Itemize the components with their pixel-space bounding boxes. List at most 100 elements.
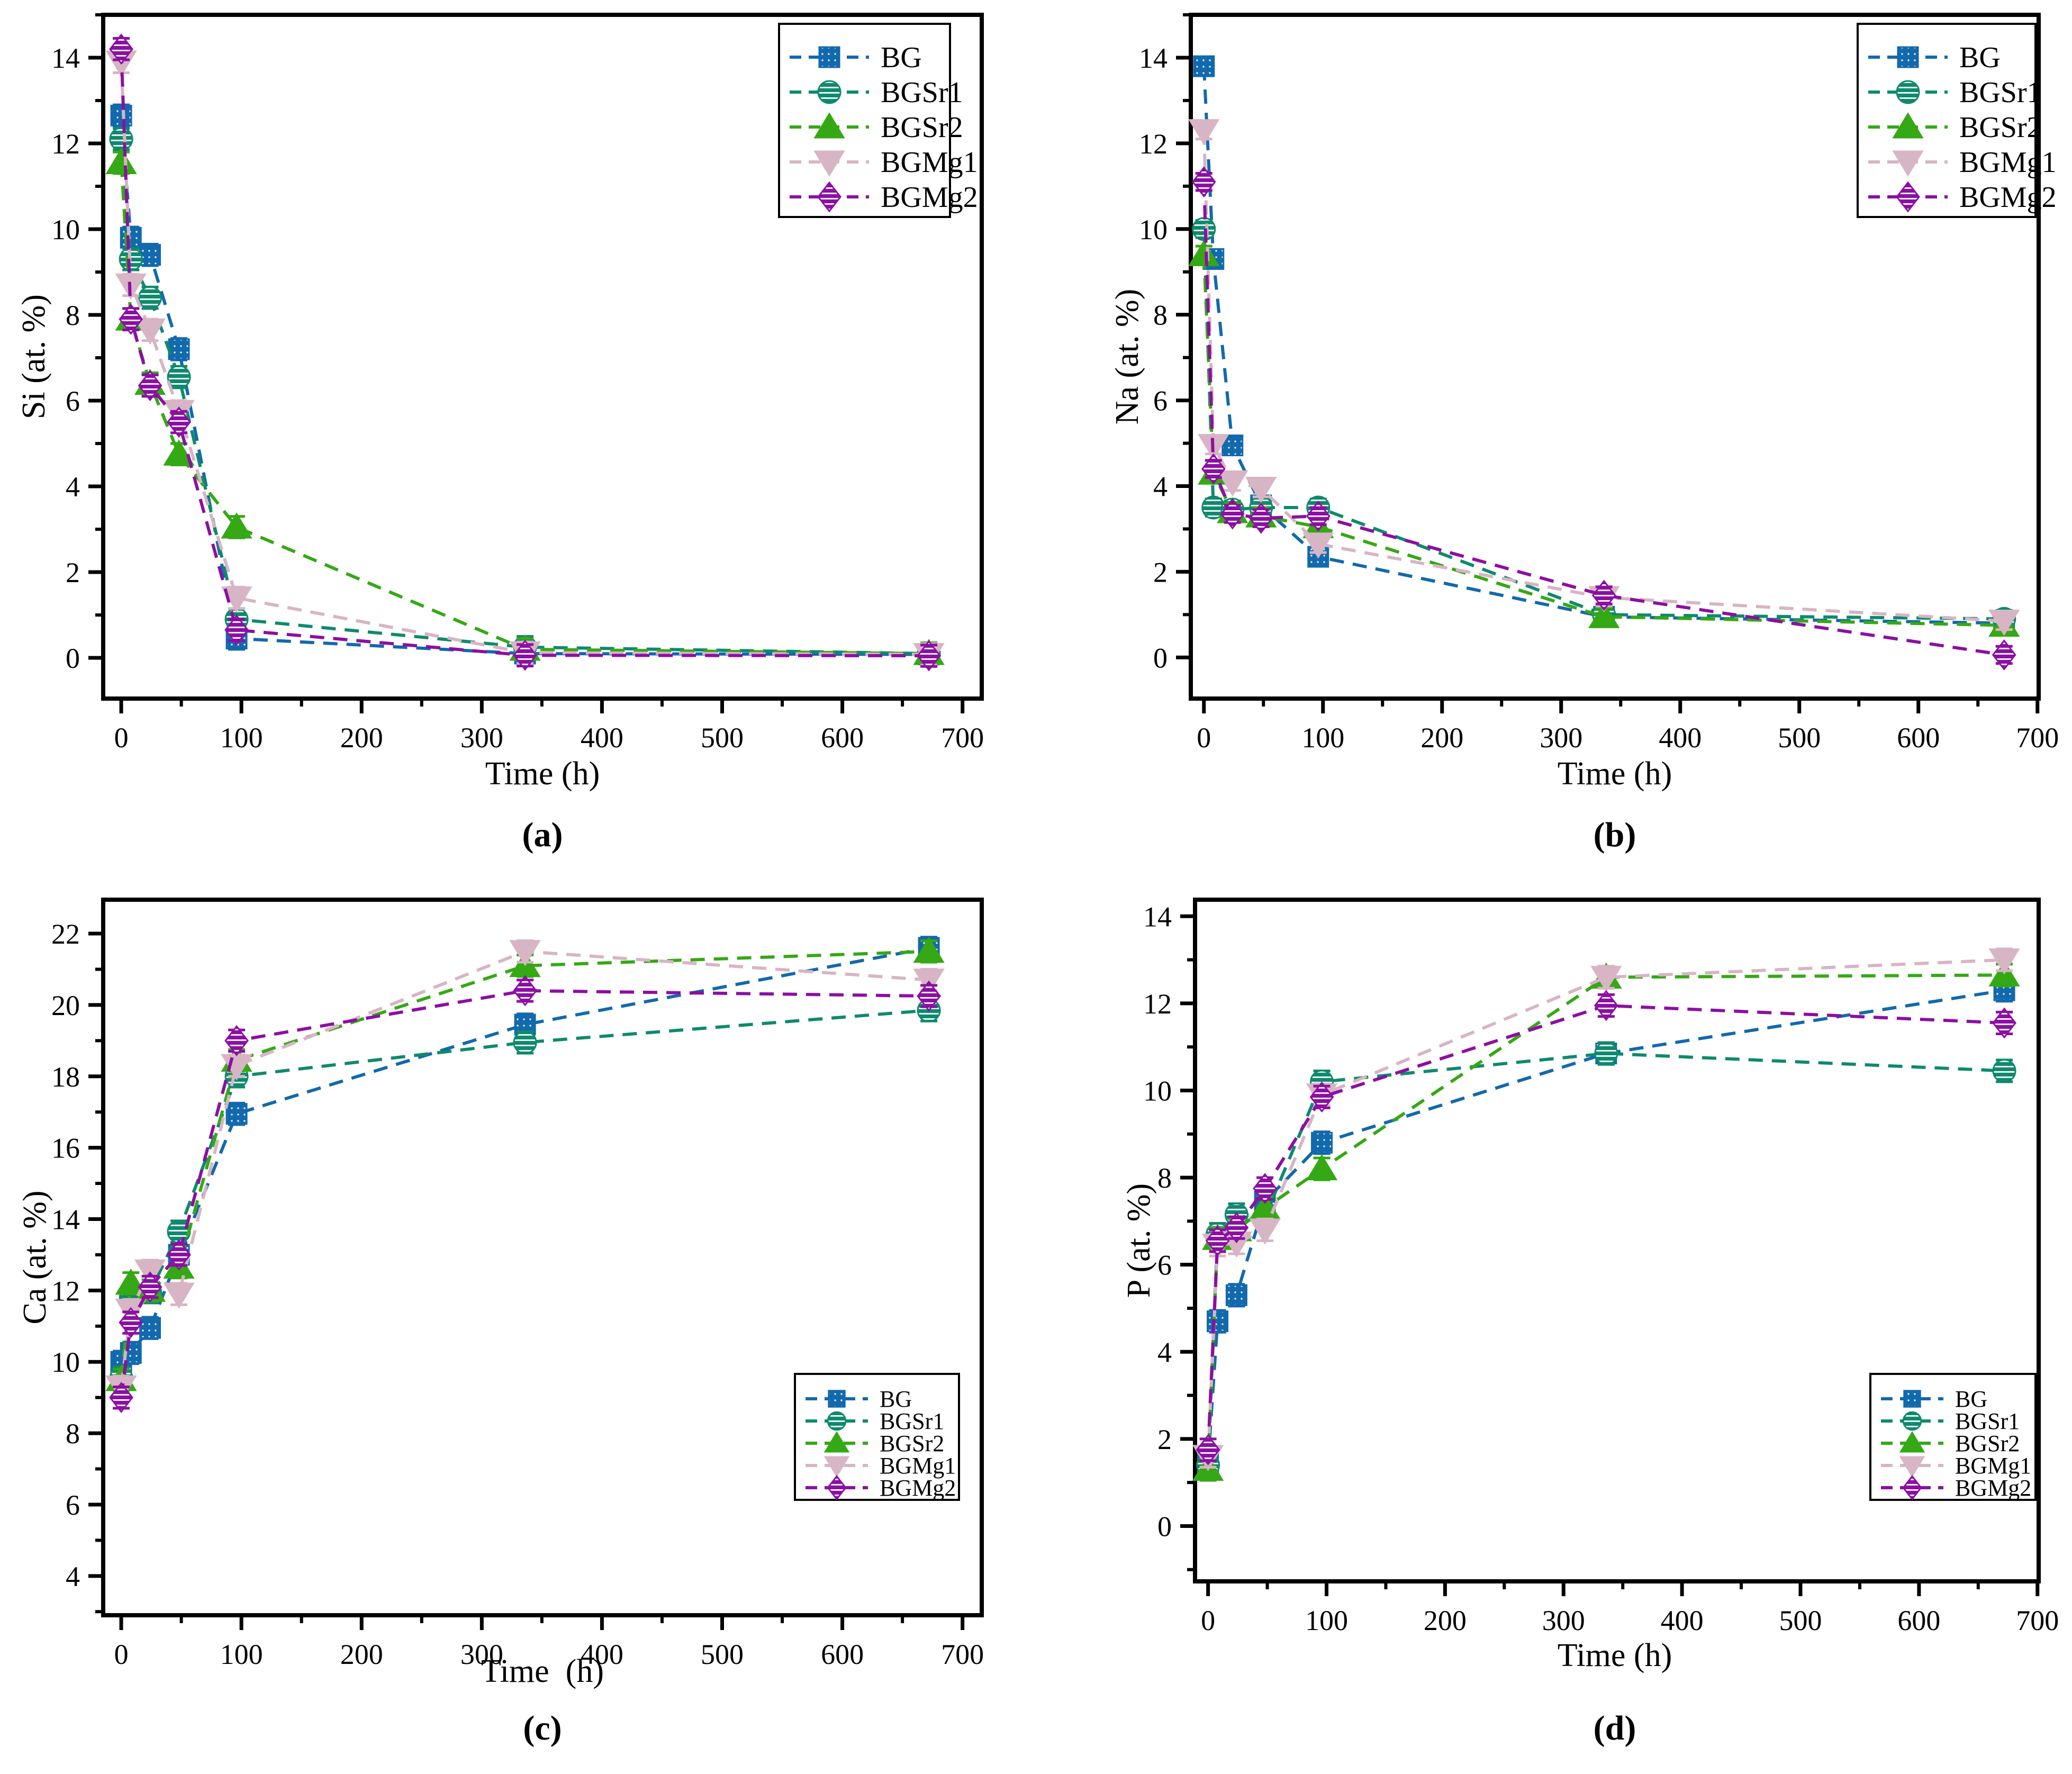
y-tick-label: 22 [51, 918, 80, 950]
marker-triangle-down [1988, 948, 2020, 975]
panel-b: 0 100 200 300 400 500 600 700 0 2 4 6 8 10 12 14 BGBGSr1… [1139, 13, 2059, 754]
marker-diamond [1196, 1434, 1220, 1465]
x-tick-label: 100 [1305, 1605, 1348, 1636]
marker-triangle-down [509, 940, 541, 966]
plot-frame [1193, 898, 2041, 1583]
legend-box [794, 1373, 960, 1501]
legend-label: BGSr2 [881, 111, 963, 144]
marker-diamond [167, 406, 191, 438]
marker-square [225, 1103, 248, 1125]
x-tick-label: 600 [821, 722, 864, 754]
marker-diamond [1205, 1225, 1230, 1256]
marker-diamond [1992, 1007, 2016, 1039]
x-tick-label: 600 [1897, 1605, 1940, 1636]
panel-letter-c: (c) [523, 1709, 562, 1748]
x-tick-label: 700 [2016, 1605, 2059, 1636]
y-tick-label: 12 [1143, 988, 1172, 1020]
marker-circle [109, 127, 133, 151]
y-tick-label: 6 [1157, 1250, 1172, 1281]
marker-triangle-down [134, 318, 166, 345]
marker-diamond [817, 181, 842, 213]
legend-label: BGMg1 [881, 146, 978, 179]
marker-diamond [1992, 639, 2016, 671]
marker-diamond [109, 33, 133, 65]
marker-diamond [1191, 166, 1216, 198]
marker-square [110, 104, 132, 126]
y-tick-label: 4 [1157, 1336, 1172, 1368]
series-BGSr1 [1192, 217, 2016, 631]
x-tick-label: 500 [701, 722, 744, 754]
legend-label: BGMg2 [1959, 181, 2057, 214]
panel-c: 0 100 200 300 400 500 600 700 4 6 8 10 12 14 16 18 20 22 B… [51, 898, 984, 1670]
marker-triangle-down [1302, 532, 1334, 559]
marker-triangle-down [1217, 470, 1248, 497]
marker-square [1225, 1284, 1247, 1306]
marker-triangle-up [1899, 1431, 1925, 1453]
legend-label: BGSr2 [1959, 111, 2042, 144]
x-tick-label: 300 [1540, 722, 1582, 754]
x-tick-label: 300 [460, 1639, 503, 1670]
marker-triangle-up [221, 512, 252, 539]
marker-circle [1896, 80, 1920, 104]
y-tick-label: 14 [1143, 901, 1172, 933]
marker-triangle-down [1590, 965, 1622, 992]
marker-square [139, 1317, 161, 1339]
series-BGMg2 [109, 33, 941, 672]
x-axis-title-b: Time (h) [1557, 756, 1672, 792]
x-tick-label: 0 [114, 1639, 129, 1670]
legend-item-BGSr2: BGSr2 [1868, 111, 2042, 144]
x-tick-label: 400 [581, 722, 623, 754]
x-tick-label: 0 [1197, 722, 1211, 754]
legend-label: BG [1959, 41, 2001, 74]
panel-d: 0 100 200 300 400 500 600 700 0 2 4 6 8 10 12 14 BGBGSr1… [1143, 898, 2059, 1636]
marker-triangle-up [913, 936, 945, 963]
marker-circle [1902, 1411, 1922, 1431]
legend-label: BGSr1 [1959, 76, 2042, 109]
marker-diamond [1594, 990, 1618, 1021]
marker-triangle-down [1249, 1218, 1281, 1245]
y-tick-label: 12 [1139, 128, 1168, 160]
x-tick-label: 300 [460, 722, 503, 754]
marker-square [1311, 1132, 1333, 1154]
x-tick-label: 500 [701, 1639, 744, 1670]
marker-diamond [513, 975, 537, 1007]
legend-label: BGSr2 [1955, 1431, 2020, 1456]
legend-label: BGSr2 [880, 1431, 944, 1456]
y-tick-label: 10 [1139, 214, 1168, 246]
x-tick-label: 700 [941, 722, 984, 754]
plot-frame [101, 13, 984, 701]
marker-triangle-down [1245, 477, 1277, 503]
x-axis-title-c: Time (h) [481, 1653, 604, 1689]
marker-diamond [119, 303, 143, 335]
y-tick-label: 10 [1143, 1075, 1172, 1107]
legend-item-BGMg1: BGMg1 [790, 146, 978, 179]
legend-item-BG: BG [1868, 41, 2001, 74]
x-tick-label: 200 [340, 722, 383, 754]
y-tick-label: 20 [51, 990, 80, 1021]
marker-triangle-up [1188, 240, 1220, 266]
legend-label: BGMg2 [880, 1475, 956, 1501]
y-tick-label: 4 [1153, 470, 1168, 502]
legend-label: BGSr1 [1955, 1408, 2020, 1434]
marker-triangle-up [163, 439, 195, 466]
legend-item-BG: BG [806, 1386, 912, 1412]
series-BGSr2 [1188, 240, 2020, 637]
marker-triangle-up [824, 1431, 850, 1453]
marker-circle [827, 1411, 847, 1431]
marker-square [168, 338, 190, 360]
y-tick-label: 0 [66, 642, 80, 674]
y-tick-label: 12 [51, 128, 80, 160]
marker-diamond [1201, 453, 1226, 485]
marker-diamond [1591, 580, 1616, 611]
marker-triangle-up [1892, 112, 1924, 139]
legend-item-BGMg2: BGMg2 [1881, 1474, 2031, 1501]
x-tick-label: 300 [1542, 1605, 1585, 1636]
y-tick-label: 10 [51, 1346, 80, 1378]
x-axis-title-a: Time (h) [485, 756, 600, 792]
marker-square [818, 46, 840, 68]
marker-circle [817, 80, 842, 104]
legend-label: BGMg1 [880, 1453, 956, 1479]
legend-box [778, 23, 951, 218]
